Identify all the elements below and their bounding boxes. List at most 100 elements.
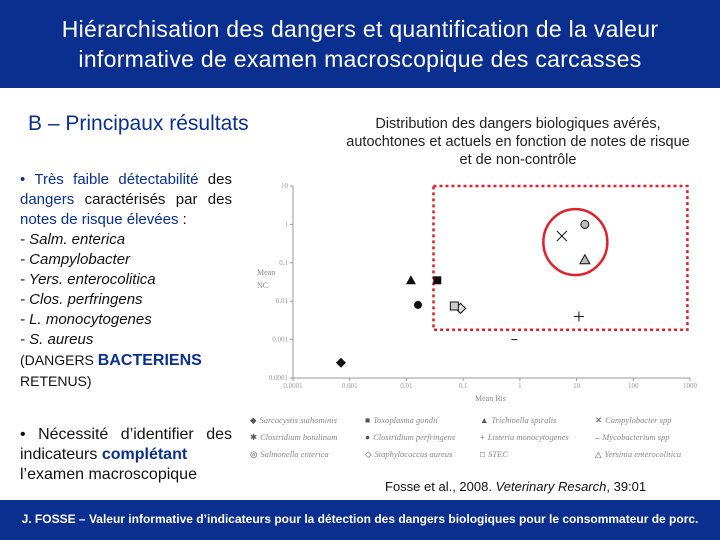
y-tick-label: 0.0001 xyxy=(269,374,289,382)
section-subtitle: B – Principaux résultats xyxy=(28,112,249,135)
y-tick-label: 1 xyxy=(285,220,289,228)
legend-item: ■ Toxoplasma gondii xyxy=(365,415,438,425)
indicators-pre: • Nécessité d’identifier des indicateurs xyxy=(20,426,232,463)
legend-symbol: + xyxy=(480,432,485,442)
point-toxoplasma-gondii xyxy=(433,276,442,285)
legend-label: Trichinella spiralis xyxy=(491,415,557,425)
y-tick-label: 10 xyxy=(281,182,289,190)
legend-symbol: □ xyxy=(480,449,486,459)
slide-title: Hiérarchisation des dangers et quantific… xyxy=(0,14,720,74)
point-listeria-monocytogenes xyxy=(573,311,584,322)
x-tick-label: 10 xyxy=(573,382,581,390)
slide-title-line2: informative de examen macroscopique des … xyxy=(78,46,642,72)
x-tick-label: 0.1 xyxy=(459,382,468,390)
indicators-post: l’examen macroscopique xyxy=(20,466,197,483)
species-item: - S. aureus xyxy=(20,331,94,348)
chart-legend: ◆ Sarcocystis suihominis ■ Toxoplasma gondi… xyxy=(250,413,710,469)
legend-label: Salmonella enterica xyxy=(260,449,329,459)
x-tick-label: 100 xyxy=(628,382,639,390)
high-risk-highlight-box xyxy=(432,184,689,332)
legend-item: ✕ Campylobacter spp xyxy=(595,415,671,426)
bullet-pre: • Très xyxy=(20,171,74,188)
high-risk-ellipse xyxy=(542,207,609,277)
point-toxoplasma-gondii-shape xyxy=(433,276,442,285)
legend-item: ◆ Sarcocystis suihominis xyxy=(250,415,337,426)
legend-symbol: ◎ xyxy=(250,449,258,459)
dangers-note: (DANGERS BACTERIENS RETENUS) xyxy=(20,350,232,391)
y-axis-label-line1: Mean xyxy=(257,268,275,277)
species-item: - L. monocytogenes xyxy=(20,311,152,328)
chart-points xyxy=(335,219,591,368)
chart-axes: 0.0001 0.001 0.01 0.1 1 10 100 1000 0.0001 0.001 0… xyxy=(269,182,698,390)
legend-symbol: ◇ xyxy=(365,449,372,459)
point-sarcocystis-suihominis xyxy=(335,357,346,368)
citation: Fosse et al., 2008. Veterinary Resarch, … xyxy=(385,479,646,494)
legend-label: Toxoplasma gondii xyxy=(373,415,438,425)
x-tick-label: 0.0001 xyxy=(283,382,303,390)
scatter-chart: 0.0001 0.001 0.01 0.1 1 10 100 1000 0.0001 0.001 0… xyxy=(245,178,705,418)
text-des: des xyxy=(198,171,232,188)
citation-year: ., 2008. xyxy=(448,479,496,494)
legend-label: Yersinia enterocolitica xyxy=(604,449,682,459)
legend-symbol: △ xyxy=(595,449,602,459)
y-tick-label: 0.01 xyxy=(276,297,289,305)
point-trichinella-spiralis xyxy=(405,275,416,285)
legend-item: – Mycobacterium spp xyxy=(595,432,670,442)
point-clostridium-perfringens xyxy=(414,300,423,309)
point-yersinia-enterocolitica xyxy=(579,253,591,265)
legend-symbol: ▲ xyxy=(480,415,489,425)
citation-journal: Veterinary Resarch xyxy=(495,479,607,494)
legend-item: ▲ Trichinella spiralis xyxy=(480,415,556,425)
x-tick-label: 0.001 xyxy=(342,382,358,390)
footer-bar: J. FOSSE – Valeur informative d’indicate… xyxy=(0,500,720,540)
text-caracterises: caractérisés par des xyxy=(74,191,232,208)
note-bacteriens: BACTERIENS xyxy=(97,352,202,369)
chart-title: Distribution des dangers biologiques avé… xyxy=(346,116,690,168)
legend-symbol: ● xyxy=(365,432,371,442)
species-item: - Clos. perfringens xyxy=(20,291,143,308)
point-clostridium-perfringens-shape xyxy=(414,300,423,309)
legend-item: ✱ Clostridium botulinum xyxy=(250,432,337,443)
slide-title-line1: Hiérarchisation des dangers et quantific… xyxy=(61,16,659,42)
legend-label: Mycobacterium spp xyxy=(602,432,670,442)
point-trichinella-spiralis-shape xyxy=(405,275,416,285)
x-tick-label: 1 xyxy=(518,382,522,390)
legend-symbol: ◆ xyxy=(250,415,257,425)
legend-item: △ Yersinia enterocolitica xyxy=(595,449,681,460)
kw-faible-detectabilite: faible détectabilité xyxy=(73,171,199,188)
legend-symbol: ✕ xyxy=(595,415,603,425)
footer-text: J. FOSSE – Valeur informative d’indicate… xyxy=(21,512,699,526)
legend-label: Staphylococcus aureus xyxy=(374,449,453,459)
y-tick-label: 0.001 xyxy=(272,336,288,344)
point-campylobacter-spp-shape xyxy=(556,230,568,242)
species-item: - Yers. enterocolitica xyxy=(20,271,156,288)
legend-item: □ STEC xyxy=(480,449,508,459)
citation-author: Fosse et al xyxy=(385,479,449,494)
text-colon: : xyxy=(178,211,187,228)
y-axis-label-line2: NC xyxy=(257,281,268,290)
point-sarcocystis-suihominis-shape xyxy=(335,357,346,368)
legend-label: Sarcocystis suihominis xyxy=(259,415,337,425)
species-list: - Salm. enterica - Campylobacter - Yers.… xyxy=(20,230,232,350)
note-post: RETENUS) xyxy=(20,373,92,389)
legend-item: ◎ Salmonella enterica xyxy=(250,449,329,460)
x-axis-label: Mean Ris xyxy=(475,394,506,403)
kw-notes-risque: notes de risque élevées xyxy=(20,211,179,228)
legend-label: Clostridium botulinum xyxy=(260,432,338,442)
species-item: - Salm. enterica xyxy=(20,231,126,248)
x-tick-label: 0.01 xyxy=(400,382,413,390)
legend-label: Campylobacter spp xyxy=(605,415,672,425)
note-pre: (DANGERS xyxy=(20,352,98,368)
kw-dangers: dangers xyxy=(20,191,75,208)
legend-item: + Listeria monocytogenes xyxy=(480,432,569,442)
point-salmonella-enterica-shape xyxy=(580,219,590,229)
species-item: - Campylobacter xyxy=(20,251,131,268)
point-stec xyxy=(449,301,459,311)
y-tick-label: 0.1 xyxy=(279,259,288,267)
legend-label: STEC xyxy=(488,449,508,459)
legend-label: Clostridium perfringens xyxy=(373,432,456,442)
kw-completant: complétant xyxy=(101,446,188,463)
point-stec-shape xyxy=(449,301,459,311)
legend-symbol: ✱ xyxy=(250,432,258,442)
header-bar: Hiérarchisation des dangers et quantific… xyxy=(0,0,720,88)
